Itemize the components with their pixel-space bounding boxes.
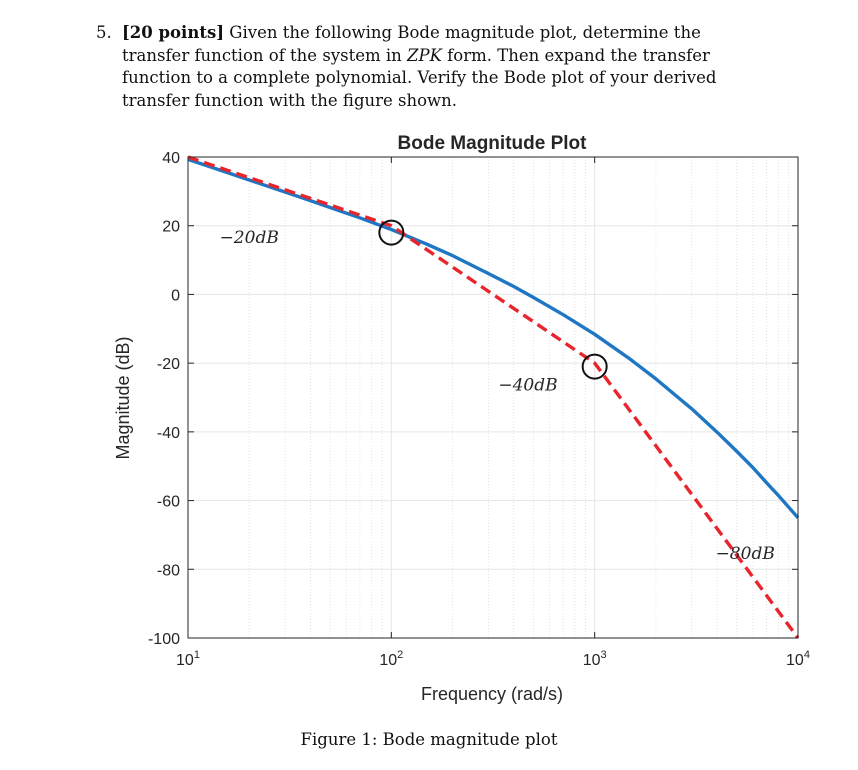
x-tick-label: 101 [176, 649, 200, 669]
problem-number: 5. [96, 23, 112, 42]
slope-annotation: −80dB [716, 544, 775, 564]
y-tick-label: -20 [157, 356, 180, 373]
marker-circle [581, 353, 608, 380]
bode-chart: Bode Magnitude Plot Frequency (rad/s) Ma… [113, 133, 810, 704]
problem-text-after: form. Then expand the transfer function … [122, 45, 717, 110]
problem-text-before: Given the following Bode magnitude plot,… [122, 23, 701, 65]
x-tick-label: 103 [583, 649, 607, 669]
series-line-actual [187, 157, 800, 519]
x-tick-label: 102 [379, 649, 403, 669]
axes-box [187, 156, 799, 639]
y-tick-label: 20 [162, 219, 180, 236]
problem-statement: 5. [20 points] Given the following Bode … [96, 22, 736, 112]
plot-area [188, 157, 798, 638]
slope-annotation: −20dB [220, 228, 279, 248]
chart-title: Bode Magnitude Plot [398, 133, 588, 154]
y-tick-label: 0 [171, 287, 180, 304]
figure-caption: Figure 1: Bode magnitude plot [300, 730, 558, 749]
y-axis-label: Magnitude (dB) [113, 336, 133, 459]
problem-zpk: ZPK [407, 45, 442, 65]
x-axis-label: Frequency (rad/s) [421, 684, 563, 704]
y-tick-label: -100 [148, 631, 180, 648]
y-tick-label: 40 [162, 150, 180, 167]
series-line-asymptote [187, 155, 800, 640]
problem-body: [20 points] Given the following Bode mag… [122, 22, 736, 112]
y-tick-label: -80 [157, 562, 180, 579]
marker-circle [378, 219, 405, 246]
x-tick-label: 104 [786, 649, 810, 669]
slope-annotation: −40dB [498, 376, 557, 396]
y-tick-label: -60 [157, 494, 180, 511]
problem-points: [20 points] [122, 23, 225, 42]
y-tick-label: -40 [157, 425, 180, 442]
